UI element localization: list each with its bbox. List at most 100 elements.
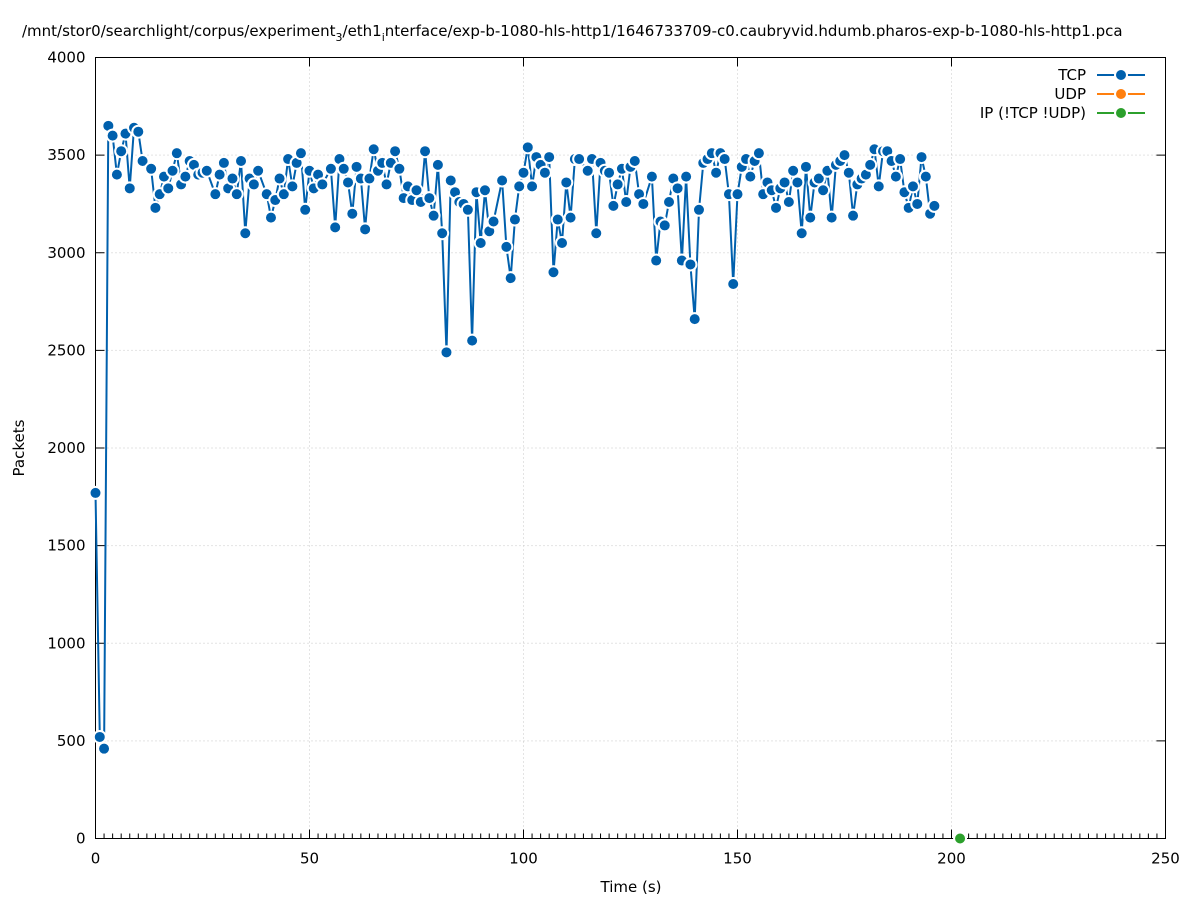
data-point (918, 169, 933, 184)
data-point (619, 194, 634, 209)
data-point (336, 161, 351, 176)
legend-label: IP (!TCP !UDP) (980, 104, 1086, 122)
data-point (105, 128, 120, 143)
data-point (473, 235, 488, 250)
data-point (229, 187, 244, 202)
x-tick-label: 250 (1151, 850, 1180, 868)
legend-item: TCP (1057, 66, 1145, 84)
data-point (178, 169, 193, 184)
data-point (499, 239, 514, 254)
data-point (507, 212, 522, 227)
data-point (293, 146, 308, 161)
data-point (953, 831, 968, 846)
data-point (537, 165, 552, 180)
y-tick-label: 500 (57, 732, 86, 750)
legend-marker (1114, 106, 1128, 120)
legend-item: UDP (1054, 85, 1145, 103)
data-point (443, 173, 458, 188)
data-point (477, 183, 492, 198)
data-point (683, 257, 698, 272)
data-point (422, 191, 437, 206)
data-point (687, 312, 702, 327)
data-point (670, 181, 685, 196)
data-point (216, 155, 231, 170)
data-point (409, 183, 424, 198)
data-point (272, 171, 287, 186)
data-point (97, 741, 112, 756)
data-point (837, 148, 852, 163)
data-point (542, 150, 557, 165)
data-point (636, 196, 651, 211)
data-point (165, 163, 180, 178)
chart-title-part: /eth1 (343, 22, 382, 40)
y-tick-label: 3500 (47, 146, 85, 164)
data-point (379, 177, 394, 192)
legend-marker (1114, 68, 1128, 82)
axis-ticks: 0 500 1000 1500 2000 2500 3000 3500 4000 0 50 100 15… (47, 49, 1180, 868)
data-point (392, 161, 407, 176)
data-point (846, 208, 861, 223)
y-tick-label: 3000 (47, 244, 85, 262)
y-tick-label: 1500 (47, 537, 85, 555)
data-point (893, 152, 908, 167)
data-point (225, 171, 240, 186)
data-point (781, 194, 796, 209)
data-point (786, 163, 801, 178)
data-point (495, 173, 510, 188)
x-tick-label: 0 (91, 850, 101, 868)
data-point (144, 161, 159, 176)
data-point (841, 165, 856, 180)
data-point (251, 163, 266, 178)
data-point (905, 179, 920, 194)
chart-title-subscript: i (382, 31, 385, 44)
data-point (777, 175, 792, 190)
data-point (520, 140, 535, 155)
data-point (888, 169, 903, 184)
data-point (148, 200, 163, 215)
data-point (811, 171, 826, 186)
data-point (212, 167, 227, 182)
data-point (726, 276, 741, 291)
data-point (927, 198, 942, 213)
y-tick-label: 2500 (47, 341, 85, 359)
data-point (208, 187, 223, 202)
data-point (92, 729, 107, 744)
data-point (430, 157, 445, 172)
data-point (863, 157, 878, 172)
data-point (503, 271, 518, 286)
data-point (649, 253, 664, 268)
data-point (234, 153, 249, 168)
data-point (589, 226, 604, 241)
chart-title: /mnt/stor0/searchlight/corpus/experiment… (22, 22, 1123, 44)
data-point (512, 179, 527, 194)
data-point (794, 226, 809, 241)
data-point (717, 152, 732, 167)
chart-title-subscript: 3 (336, 31, 343, 44)
data-point (238, 226, 253, 241)
data-point (122, 181, 137, 196)
data-point (161, 181, 176, 196)
data-point (88, 485, 103, 500)
data-point (169, 146, 184, 161)
series-ip-tcp-udp (953, 831, 968, 846)
data-point (114, 144, 129, 159)
data-point (559, 175, 574, 190)
data-point (109, 167, 124, 182)
y-axis-label: Packets (10, 419, 28, 476)
data-point (341, 175, 356, 190)
data-point (602, 165, 617, 180)
data-point (627, 153, 642, 168)
data-point (644, 169, 659, 184)
data-point (572, 152, 587, 167)
plot-frame (95, 57, 1166, 839)
data-point (439, 345, 454, 360)
data-point (298, 202, 313, 217)
data-point (580, 163, 595, 178)
data-point (824, 210, 839, 225)
data-point (263, 210, 278, 225)
data-point (751, 146, 766, 161)
series-layer (88, 118, 968, 846)
legend-item: IP (!TCP !UDP) (980, 104, 1145, 122)
data-point (610, 177, 625, 192)
data-point (525, 179, 540, 194)
